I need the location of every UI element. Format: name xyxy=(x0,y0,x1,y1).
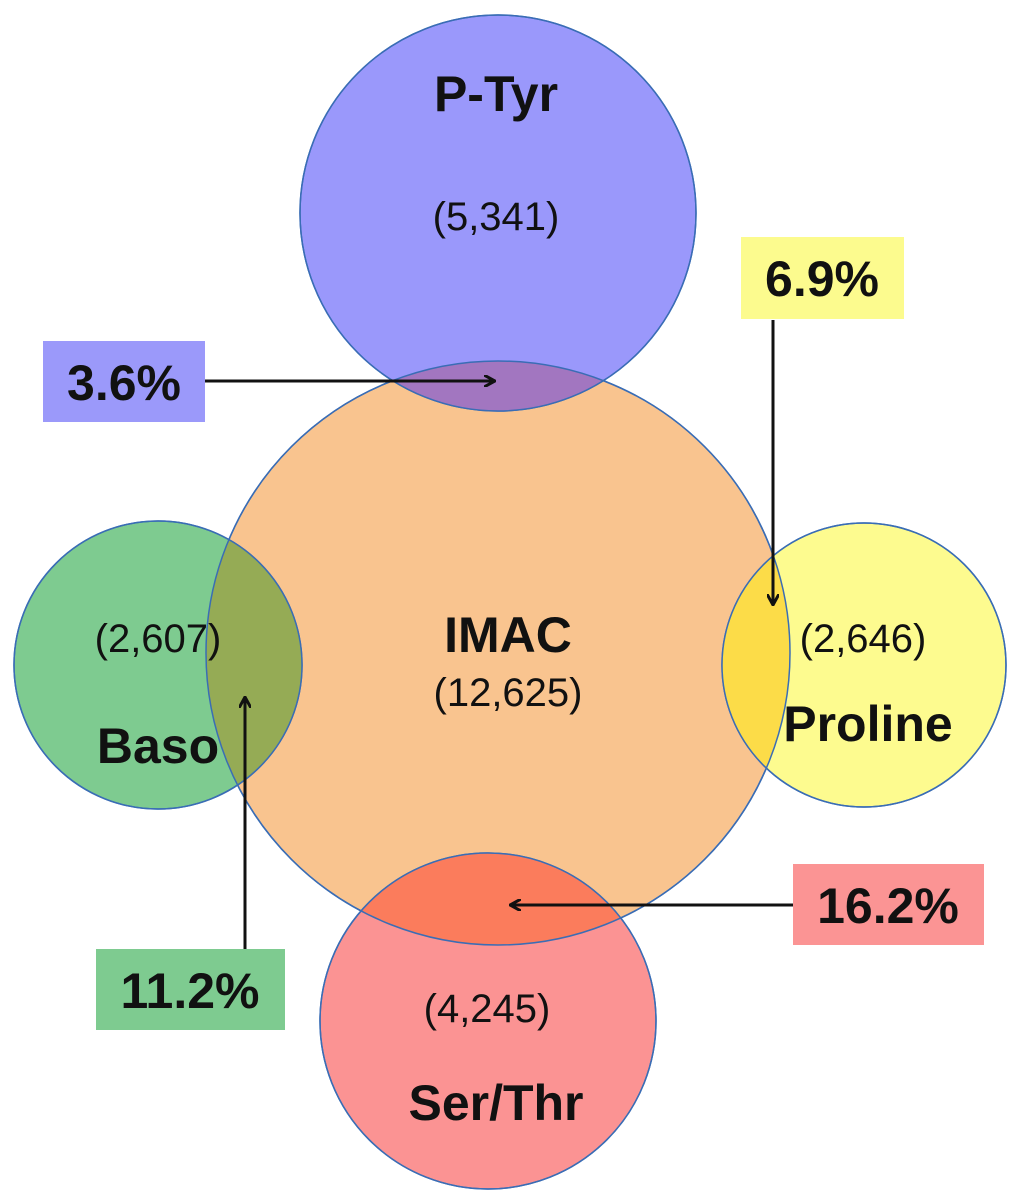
ptyr-name: P-Tyr xyxy=(434,66,558,122)
serthr-percent: 16.2% xyxy=(817,878,959,934)
circle-outlines xyxy=(13,14,1007,1190)
serthr-percent-box xyxy=(793,864,984,945)
proline-percent: 6.9% xyxy=(765,251,879,307)
proline-name: Proline xyxy=(783,696,952,752)
ptyr-percent-box xyxy=(43,341,205,422)
baso-count: (2,607) xyxy=(95,617,222,661)
baso-overlap-region xyxy=(206,521,302,809)
serthr-count: (4,245) xyxy=(424,987,551,1031)
proline-percent-box xyxy=(741,237,904,319)
ptyr-percent: 3.6% xyxy=(67,355,181,411)
baso-percent-box xyxy=(96,949,285,1030)
imac-name: IMAC xyxy=(444,607,572,663)
baso-name: Baso xyxy=(97,718,219,774)
serthr-name: Ser/Thr xyxy=(408,1075,583,1131)
ptyr-count: (5,341) xyxy=(433,195,560,239)
proline-count: (2,646) xyxy=(800,617,927,661)
imac-count: (12,625) xyxy=(434,671,583,715)
baso-percent: 11.2% xyxy=(120,963,259,1019)
